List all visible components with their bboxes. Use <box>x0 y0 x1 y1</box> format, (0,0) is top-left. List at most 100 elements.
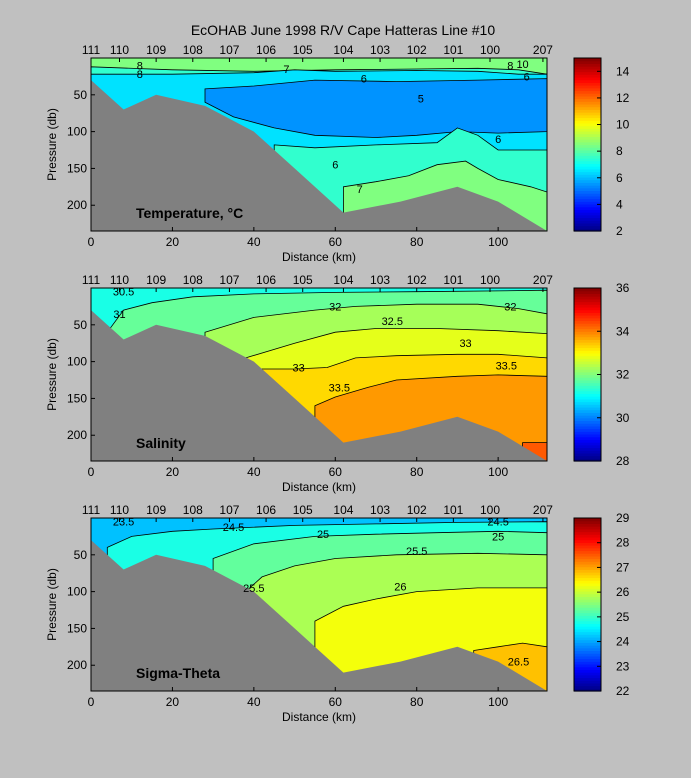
temperature-station-label-4: 107 <box>219 43 239 57</box>
temperature-colorbar-swatch <box>574 206 601 210</box>
sigma-theta-contour-label-5: 25.5 <box>243 583 264 595</box>
salinity-colorbar-swatch <box>574 439 601 443</box>
salinity-contour-label-2: 32 <box>329 301 341 313</box>
temperature-contour-label-5: 6 <box>495 134 501 146</box>
sigma-theta-colorbar-swatch <box>574 531 601 535</box>
salinity-colorbar-swatch <box>574 363 601 367</box>
temperature-colorbar-swatch <box>574 144 601 148</box>
sigma-theta-colorbar-swatch <box>574 561 601 565</box>
temperature-colorbar-swatch <box>574 139 601 143</box>
sigma-theta-colorbar-swatch <box>574 577 601 581</box>
temperature-colorbar-swatch <box>574 82 601 86</box>
sigma-theta-colorbar-tick-label-5: 27 <box>616 560 630 574</box>
salinity-colorbar-tick-label-0: 28 <box>616 454 630 468</box>
salinity-xtick-label-0: 0 <box>88 465 95 479</box>
temperature-contour-label-0: 8 <box>137 60 143 72</box>
temperature-colorbar-swatch <box>574 190 601 194</box>
temperature-colorbar-tick-label-3: 8 <box>616 144 623 158</box>
salinity-colorbar-swatch <box>574 409 601 413</box>
temperature-contour-label-3: 6 <box>361 74 367 86</box>
temperature-colorbar-swatch <box>574 103 601 108</box>
sigma-theta-colorbar-swatch <box>574 542 601 546</box>
temperature-colorbar-swatch <box>574 90 601 94</box>
temperature-station-label-12: 207 <box>533 43 553 57</box>
sigma-theta-colorbar-swatch <box>574 609 601 614</box>
temperature-xtick-label-2: 40 <box>247 235 261 249</box>
temperature-xlabel: Distance (km) <box>282 250 356 264</box>
salinity-contour-label-6: 33 <box>293 363 305 375</box>
temperature-colorbar-swatch <box>574 166 601 170</box>
sigma-theta-colorbar-swatch <box>574 563 601 568</box>
temperature-colorbar-swatch <box>574 85 601 89</box>
salinity-xlabel: Distance (km) <box>282 480 356 494</box>
sigma-theta-colorbar-swatch <box>574 536 601 541</box>
sigma-theta-seafloor <box>91 540 547 691</box>
temperature-colorbar-swatch <box>574 185 601 189</box>
sigma-theta-panel: 23.5 24.5 25 25.5 26 25.5 24.5 25 26.5 111 110 109 1… <box>45 503 630 724</box>
sigma-theta-colorbar-swatch <box>574 634 601 638</box>
sigma-theta-colorbar-swatch <box>574 599 601 603</box>
sigma-theta-colorbar-swatch <box>574 672 601 676</box>
temperature-colorbar-swatch <box>574 222 601 227</box>
temperature-colorbar-frame <box>573 57 602 232</box>
temperature-colorbar-swatch <box>574 66 601 70</box>
sigma-theta-colorbar-swatch <box>574 631 601 635</box>
temperature-colorbar-swatch <box>574 136 601 140</box>
salinity-colorbar-swatch <box>574 347 601 351</box>
sigma-theta-colorbar-swatch <box>574 550 601 554</box>
salinity-station-label-8: 103 <box>370 273 390 287</box>
salinity-colorbar-swatch <box>574 344 601 349</box>
temperature-ylabel: Pressure (db) <box>45 108 59 181</box>
salinity-colorbar-swatch <box>574 406 601 411</box>
sigma-theta-colorbar-swatch <box>574 618 601 622</box>
sigma-theta-station-label-0: 111 <box>82 503 101 517</box>
sigma-theta-colorbar-swatch <box>574 547 601 552</box>
salinity-station-label-4: 107 <box>219 273 239 287</box>
sigma-theta-ytick-label-2: 150 <box>67 621 87 635</box>
sigma-theta-xtick-label-1: 20 <box>166 695 180 709</box>
sigma-theta-colorbar-swatch <box>574 642 601 646</box>
sigma-theta-station-label-9: 102 <box>407 503 427 517</box>
salinity-station-label-6: 105 <box>293 273 313 287</box>
sigma-theta-colorbar-swatch <box>574 582 601 587</box>
salinity-colorbar-swatch <box>574 317 601 322</box>
sigma-theta-colorbar-swatch <box>574 545 601 549</box>
sigma-theta-colorbar-swatch <box>574 645 601 649</box>
sigma-theta-colorbar-swatch <box>574 655 601 660</box>
sigma-theta-colorbar-tick-label-6: 28 <box>616 536 630 550</box>
temperature-colorbar-swatch <box>574 74 601 78</box>
salinity-xtick-label-4: 80 <box>410 465 424 479</box>
temperature-colorbar-swatch <box>574 203 601 208</box>
temperature-colorbar-swatch <box>574 112 601 116</box>
salinity-colorbar-swatch <box>574 428 601 432</box>
salinity-xtick-label-1: 20 <box>166 465 180 479</box>
salinity-xtick-label-3: 60 <box>329 465 343 479</box>
sigma-theta-colorbar-swatch <box>574 566 601 570</box>
salinity-colorbar-swatch <box>574 298 601 303</box>
salinity-colorbar-swatch <box>574 371 601 376</box>
sigma-theta-colorbar-swatch <box>574 590 601 595</box>
figure-title: EcOHAB June 1998 R/V Cape Hatteras Line … <box>191 22 496 38</box>
sigma-theta-colorbar-swatch <box>574 593 601 597</box>
salinity-colorbar-swatch <box>574 296 601 300</box>
sigma-theta-xtick-label-2: 40 <box>247 695 261 709</box>
temperature-colorbar-swatch <box>574 176 601 181</box>
temperature-colorbar-tick-label-0: 2 <box>616 224 623 238</box>
temperature-contour-label-10: 10 <box>516 59 528 71</box>
salinity-colorbar-swatch <box>574 350 601 354</box>
temperature-station-label-7: 104 <box>333 43 353 57</box>
sigma-theta-colorbar-swatch <box>574 636 601 641</box>
temperature-station-label-9: 102 <box>407 43 427 57</box>
salinity-colorbar-swatch <box>574 417 601 422</box>
sigma-theta-ytick-label-1: 100 <box>67 585 87 599</box>
salinity-colorbar-swatch <box>574 309 601 313</box>
temperature-contour-label-6: 6 <box>332 160 338 172</box>
sigma-theta-colorbar-swatch <box>574 520 601 524</box>
salinity-colorbar-swatch <box>574 382 601 386</box>
sigma-theta-ytick-label-3: 200 <box>67 658 87 672</box>
sigma-theta-colorbar-tick-label-3: 25 <box>616 610 630 624</box>
salinity-colorbar-swatch <box>574 323 601 327</box>
temperature-contour-label-8: 8 <box>507 60 513 72</box>
sigma-theta-colorbar-swatch <box>574 639 601 643</box>
